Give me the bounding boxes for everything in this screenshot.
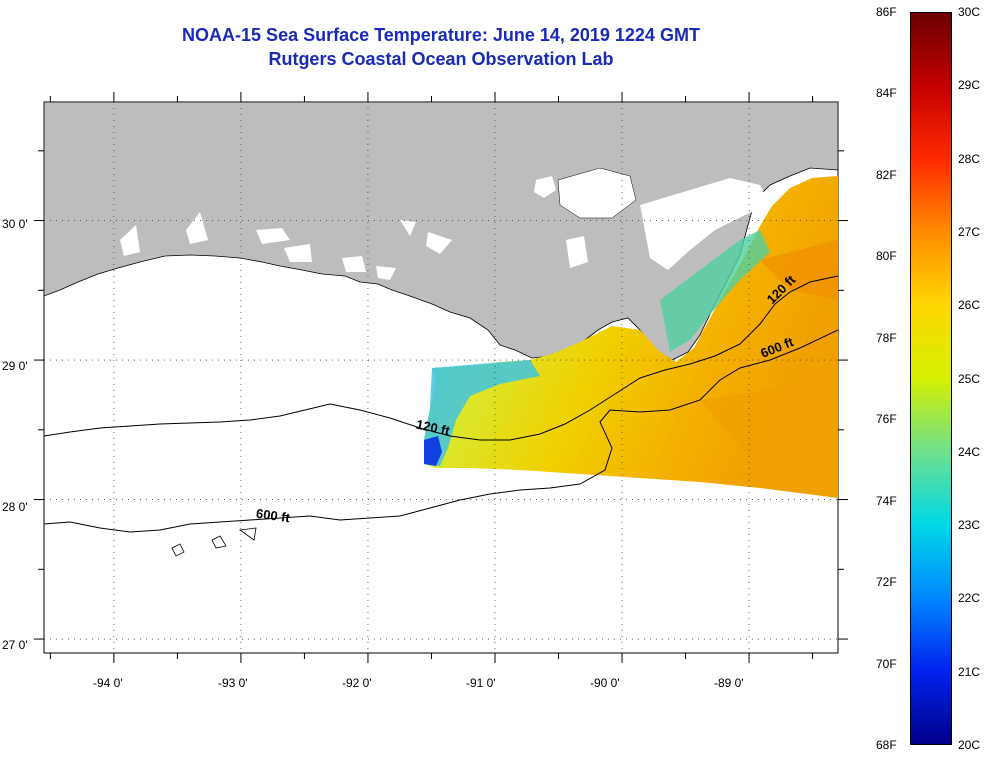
marsh-patch-1: [120, 225, 140, 256]
marsh-patch-6: [426, 232, 452, 254]
contour-islands: [171, 527, 257, 557]
lon-tick-label: -94 0': [93, 676, 123, 690]
colorbar-f-label: 76F: [876, 412, 897, 427]
map-subtitle: Rutgers Coastal Ocean Observation Lab: [268, 49, 614, 69]
colorbar-c-label: 29C: [958, 78, 981, 93]
lat-tick-label: 30 0': [2, 217, 28, 231]
colorbar-f-label: 68F: [876, 738, 897, 752]
colorbar-c-label: 24C: [958, 444, 981, 459]
colorbar-c-label: 20C: [958, 738, 981, 752]
colorbar-f-label: 78F: [876, 330, 897, 345]
colorbar-c-label: 25C: [958, 371, 981, 386]
colorbar-c-label: 22C: [958, 591, 981, 606]
sst-warm-east: [760, 240, 838, 300]
colorbar-f-label: 70F: [876, 656, 897, 671]
colorbar-c-label: 27C: [958, 224, 981, 239]
marsh-patch-2: [186, 212, 208, 244]
marsh-patch-3: [256, 228, 290, 244]
grid-lines: [44, 102, 838, 653]
lon-tick-label: -92 0': [342, 676, 372, 690]
colorbar-c-label: 28C: [958, 151, 981, 166]
lon-tick-label: -91 0': [466, 676, 496, 690]
colorbar-c-label: 26C: [958, 298, 981, 313]
marsh-patch-7: [566, 236, 588, 268]
colorbar-f-label: 74F: [876, 493, 897, 508]
lon-tick-label: -89 0': [714, 676, 744, 690]
lake-pontchartrain: [557, 167, 637, 219]
sst-cool-nearshore: [424, 360, 540, 466]
colorbar-f-label: 72F: [876, 575, 897, 590]
map-title: NOAA-15 Sea Surface Temperature: June 14…: [182, 25, 700, 45]
contour-120ft-west: [44, 275, 838, 441]
lat-tick-label: 28 0': [2, 500, 28, 514]
lon-tick-label: -90 0': [590, 676, 620, 690]
colorbar-c-label: 30C: [958, 5, 981, 19]
coastal-marsh: [640, 178, 770, 270]
marsh-patch-4: [284, 244, 312, 262]
sst-warm-southeast: [700, 380, 838, 470]
contour-600ft: [44, 329, 838, 533]
axis-ticks: [34, 92, 848, 663]
colorbar-f-label: 82F: [876, 167, 897, 182]
marsh-patch-8: [342, 256, 366, 272]
sst-cool-east: [660, 230, 770, 352]
colorbar-c-label: 21C: [958, 664, 981, 679]
marsh-patch-5: [400, 220, 416, 236]
lat-tick-label: 27 0': [2, 638, 28, 652]
colorbar-c-label: 23C: [958, 518, 981, 533]
colorbar-f-label: 86F: [876, 5, 897, 19]
lon-tick-label: -93 0': [218, 676, 248, 690]
lake-small: [534, 176, 556, 198]
marsh-patch-9: [376, 266, 396, 280]
colorbar-f-label: 80F: [876, 249, 897, 264]
sst-cold-spot: [424, 436, 442, 466]
colorbar-f-label: 84F: [876, 86, 897, 101]
lat-tick-label: 29 0': [2, 359, 28, 373]
temperature-colorbar: [910, 12, 952, 745]
